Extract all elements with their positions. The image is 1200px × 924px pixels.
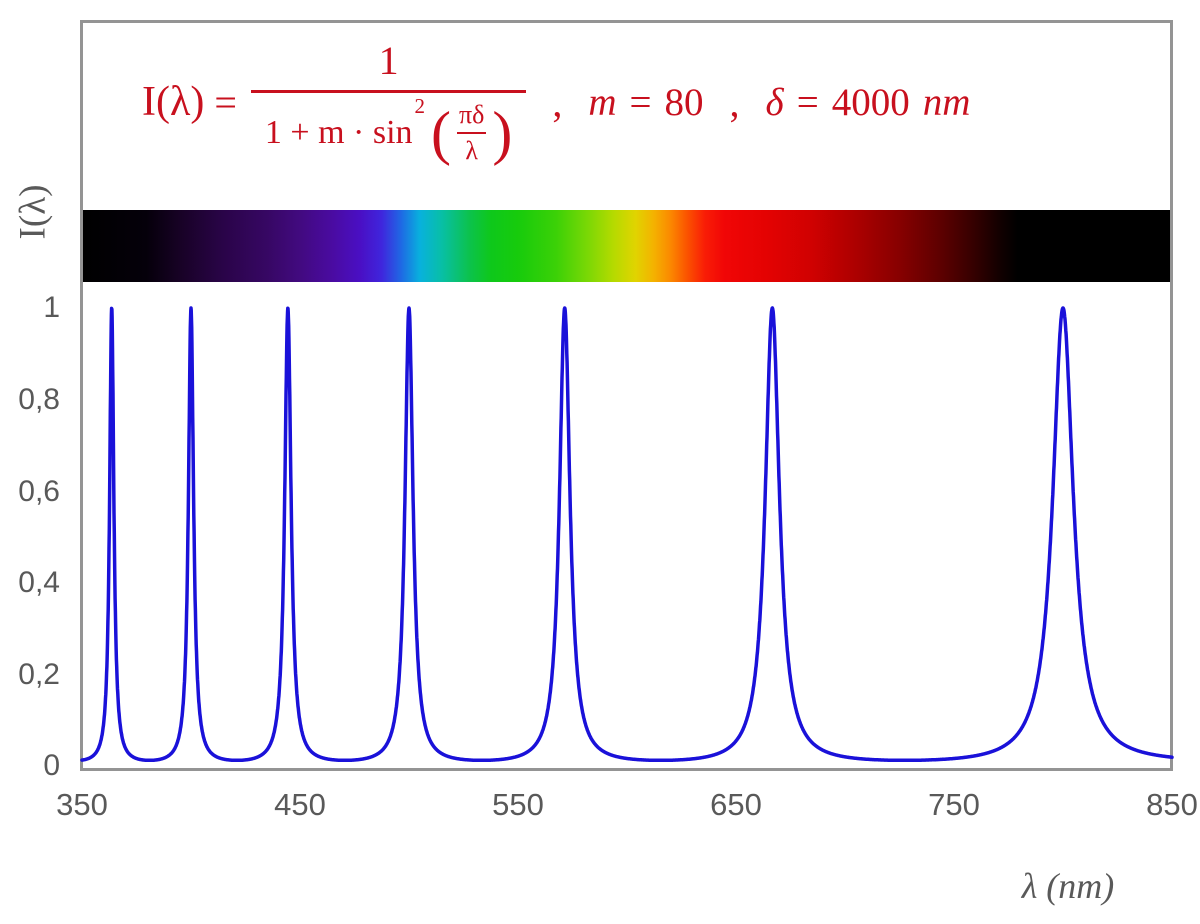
param-delta-unit: nm [922,80,971,124]
param-m-value: 80 [664,80,704,124]
formula-fraction: 1 1 + m · sin 2 ( πδ λ ) [250,37,527,164]
x-tick-750: 750 [928,787,980,822]
param-delta-equals: = [796,80,819,124]
formula-equals: = [214,79,237,125]
x-tick-850: 850 [1146,787,1198,822]
param-delta-value: 4000 [831,80,910,124]
fraction-denominator: 1 + m · sin 2 ( πδ λ ) [250,89,527,164]
y-tick-0-2: 0,2 [18,658,60,691]
formula-comma-2: , [729,79,740,125]
param-delta: δ = 4000 nm [766,80,971,125]
y-tick-0: 0 [43,749,60,782]
fraction-numerator: 1 [378,37,399,83]
param-m-equals: = [629,80,652,124]
y-tick-0-4: 0,4 [18,566,60,599]
x-tick-350: 350 [56,787,108,822]
formula-lhs: I(λ) [142,79,205,125]
formula: I(λ) = 1 1 + m · sin 2 ( πδ λ ) , m = 80 … [142,36,970,168]
intensity-curve [80,306,1174,763]
inner-fraction: πδ λ [454,99,489,164]
inner-denominator: λ [457,131,486,164]
inner-numerator: πδ [459,99,485,129]
visible-spectrum-bar [83,210,1170,282]
param-m: m = 80 [588,80,703,125]
param-m-var: m [588,80,617,124]
y-axis-title: I(λ) [12,184,54,240]
y-tick-1: 1 [43,291,60,324]
formula-comma-1: , [552,79,563,125]
chart-frame [80,20,1173,771]
y-tick-0-8: 0,8 [18,383,60,416]
sin-exponent: 2 [414,93,426,118]
param-delta-var: δ [765,80,784,124]
x-tick-450: 450 [274,787,326,822]
x-tick-650: 650 [710,787,762,822]
x-tick-550: 550 [492,787,544,822]
denominator-text: 1 + m · sin [264,113,413,151]
x-axis-title: λ (nm) [1021,866,1115,906]
y-tick-0-6: 0,6 [18,475,60,508]
